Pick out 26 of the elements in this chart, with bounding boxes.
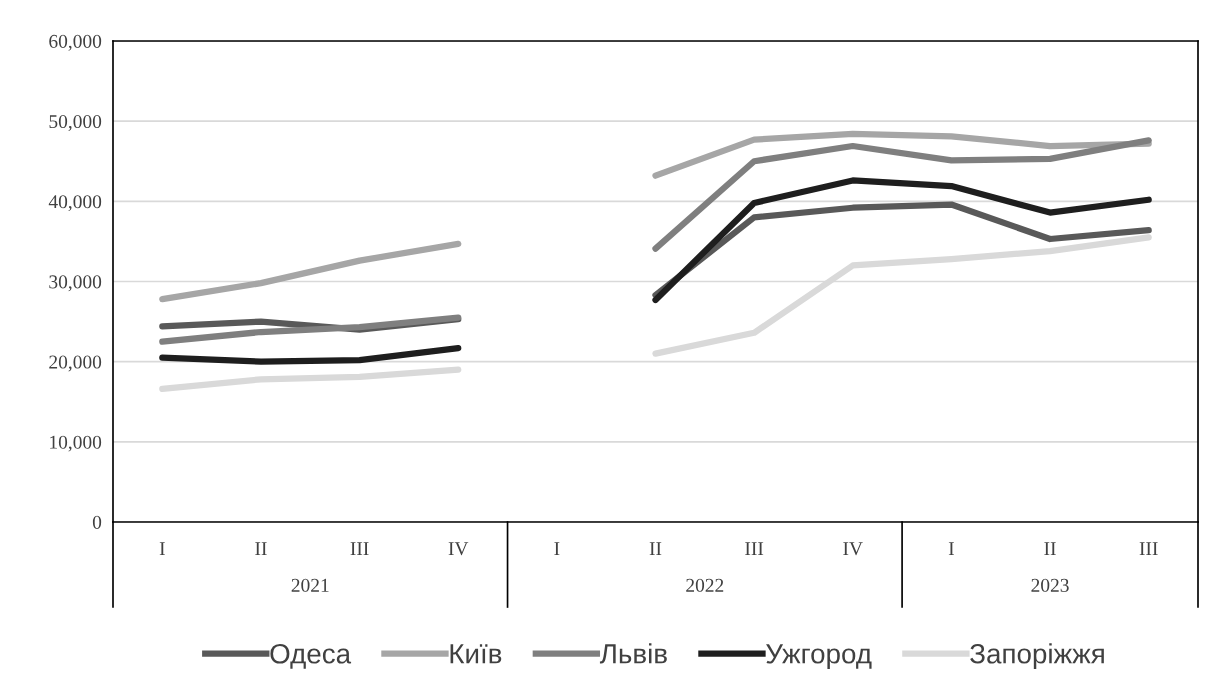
legend-label: Одеса (270, 643, 352, 669)
legend-label: Львів (599, 643, 667, 664)
y-tick-label: 20,000 (49, 355, 102, 372)
x-tick-label: IV (843, 542, 863, 556)
x-tick-label: I (554, 542, 560, 555)
x-tick-label: II (255, 542, 267, 555)
x-tick-label: I (159, 542, 165, 555)
x-tick-label: III (745, 542, 764, 555)
y-tick-label: 0 (92, 515, 102, 529)
text: 2021 (291, 578, 329, 592)
x-tick-label: II (649, 542, 662, 555)
x-tick-label: IV (448, 542, 469, 556)
x-tick-label: II (1044, 542, 1056, 555)
y-tick-label: 60,000 (49, 34, 102, 51)
x-tick-label: III (350, 542, 369, 555)
y-tick-label: 50,000 (49, 114, 102, 131)
legend-label: Київ (450, 644, 502, 664)
y-tick-label: 30,000 (49, 275, 102, 292)
text: 2023 (1031, 578, 1069, 592)
x-tick-label: I (948, 542, 954, 555)
legend-label: Ужгород (766, 644, 872, 670)
text: 2022 (686, 578, 724, 592)
x-tick-label: III (1139, 542, 1158, 555)
y-tick-label: 10,000 (50, 435, 102, 452)
y-tick-label: 40,000 (48, 195, 102, 212)
legend-label: Запоріжжя (970, 643, 1104, 670)
